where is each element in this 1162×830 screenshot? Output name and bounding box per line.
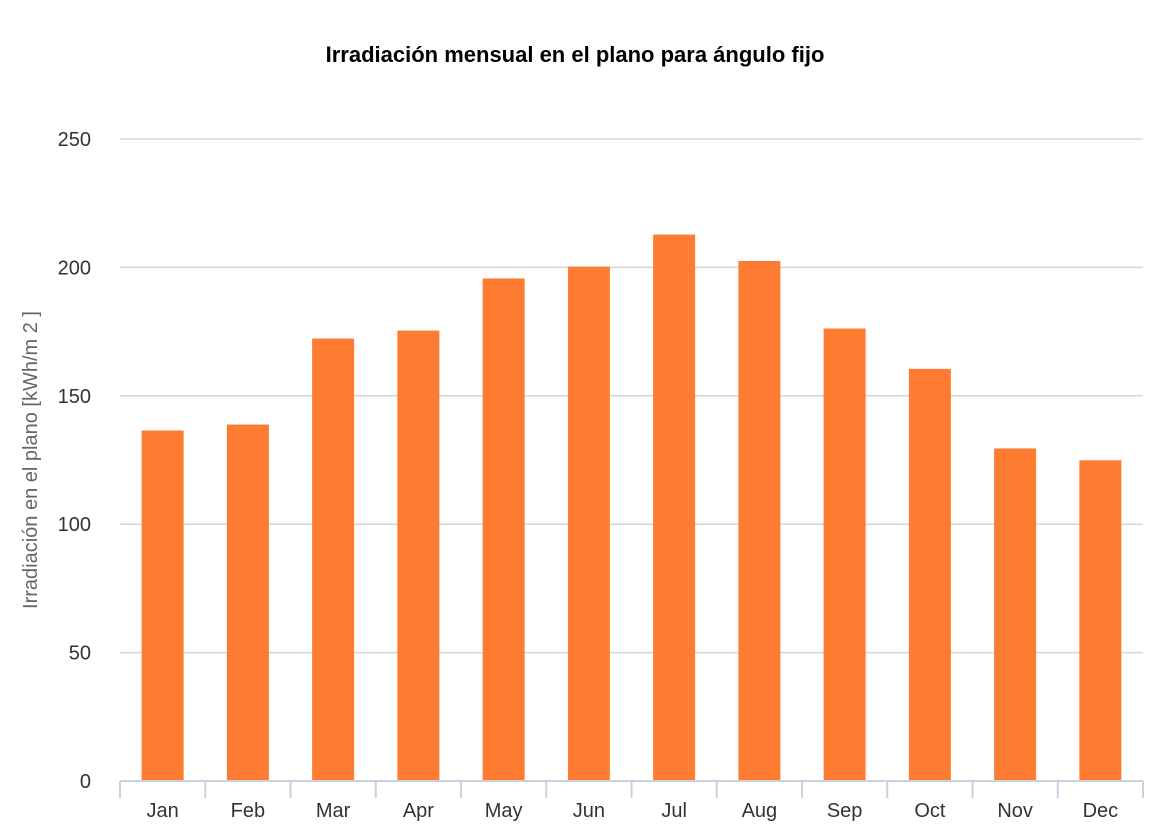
y-tick-label: 200	[58, 257, 91, 279]
x-tick-label: Jan	[147, 800, 179, 822]
bar-mar	[312, 338, 355, 781]
bar-dec	[1079, 460, 1122, 781]
bar-jul	[653, 234, 696, 781]
y-tick-label: 50	[69, 643, 91, 665]
y-axis-label: Irradiación en el plano [kWh/m 2 ]	[20, 311, 42, 609]
bar-feb	[226, 424, 269, 781]
gridlines	[120, 138, 1143, 654]
x-tick-label: Jun	[573, 800, 605, 822]
y-tick-label: 100	[58, 514, 91, 536]
bars	[141, 234, 1122, 782]
y-axis-ticks: 0 50 100 150 200 250	[58, 129, 91, 793]
bar-may	[482, 278, 525, 781]
bar-jan	[141, 430, 184, 781]
x-tick-label: Feb	[231, 800, 265, 822]
y-tick-label: 250	[58, 129, 91, 151]
y-tick-label: 0	[80, 771, 91, 793]
x-tick-label: Dec	[1083, 800, 1119, 822]
x-tick-label: Sep	[827, 800, 863, 822]
bar-oct	[908, 368, 951, 781]
x-tick-label: Mar	[316, 800, 351, 822]
x-tick-label: Apr	[403, 800, 434, 822]
x-tick-label: Nov	[997, 800, 1033, 822]
x-tick-label: Jul	[661, 800, 687, 822]
y-tick-label: 150	[58, 386, 91, 408]
x-axis-ticks: Jan Feb Mar Apr May Jun Jul Aug Sep Oct Nov Dec	[119, 781, 1144, 822]
chart-title: Irradiación mensual en el plano para áng…	[326, 42, 825, 67]
x-tick-label: Oct	[914, 800, 946, 822]
bar-apr	[397, 330, 440, 781]
bar-sep	[823, 328, 866, 781]
bar-jun	[567, 266, 610, 781]
x-tick-label: May	[485, 800, 523, 822]
bar-aug	[738, 260, 781, 782]
bar-nov	[994, 448, 1037, 781]
x-tick-label: Aug	[742, 800, 778, 822]
